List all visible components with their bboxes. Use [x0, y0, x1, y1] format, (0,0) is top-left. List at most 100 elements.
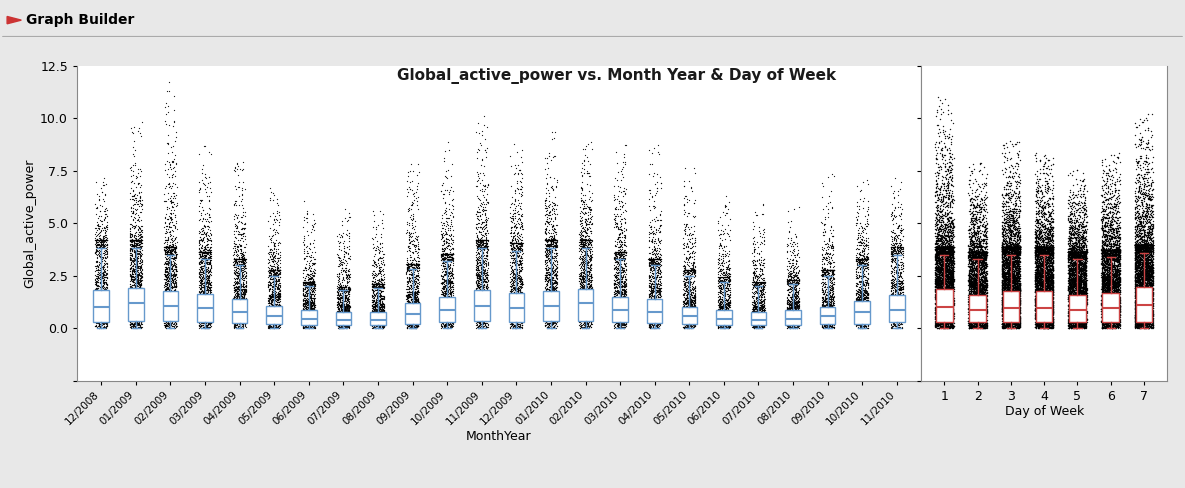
Point — [124, 152, 143, 160]
Point — [1095, 323, 1114, 330]
Point — [935, 310, 954, 318]
Point — [937, 167, 956, 175]
Point — [1144, 245, 1162, 253]
Point — [940, 235, 959, 243]
Point — [1004, 280, 1023, 288]
Point — [942, 286, 961, 294]
Point — [822, 324, 841, 331]
Point — [609, 264, 628, 272]
Point — [467, 281, 486, 288]
Point — [1106, 303, 1125, 310]
Point — [1129, 306, 1148, 314]
Point — [536, 204, 555, 212]
Point — [473, 238, 492, 245]
Point — [1107, 246, 1126, 254]
Point — [614, 289, 633, 297]
Point — [1071, 260, 1090, 267]
Point — [1001, 297, 1020, 305]
Point — [1008, 290, 1027, 298]
Point — [1109, 292, 1128, 300]
Point — [787, 288, 806, 296]
Point — [570, 261, 589, 269]
Point — [782, 315, 801, 323]
Point — [890, 308, 909, 316]
Point — [1042, 232, 1061, 240]
Point — [512, 245, 531, 253]
Point — [95, 232, 114, 240]
Point — [470, 324, 489, 332]
Point — [853, 262, 872, 270]
Point — [995, 268, 1014, 276]
Point — [1008, 299, 1027, 306]
Point — [893, 264, 912, 271]
Point — [543, 252, 562, 260]
Point — [123, 272, 142, 280]
Point — [228, 303, 246, 311]
Point — [478, 273, 497, 281]
Point — [781, 280, 800, 287]
Point — [1108, 307, 1127, 315]
Point — [930, 290, 949, 298]
Point — [1029, 263, 1048, 271]
Point — [934, 324, 953, 332]
Point — [1142, 227, 1161, 235]
Point — [889, 323, 908, 331]
Point — [1042, 259, 1061, 266]
Point — [228, 283, 246, 290]
Point — [1035, 279, 1053, 286]
Point — [606, 248, 624, 256]
Point — [822, 203, 841, 211]
Point — [1100, 237, 1119, 244]
Point — [193, 310, 212, 318]
Point — [405, 273, 424, 281]
Point — [1030, 312, 1049, 320]
Point — [1001, 244, 1020, 251]
Point — [1059, 248, 1078, 256]
Point — [130, 243, 149, 251]
Point — [1126, 303, 1145, 311]
Point — [403, 317, 422, 325]
Point — [1100, 312, 1119, 320]
Point — [1141, 207, 1160, 215]
Point — [1074, 190, 1093, 198]
Point — [1031, 246, 1050, 254]
Point — [1062, 324, 1081, 332]
Point — [1026, 285, 1045, 293]
Point — [973, 315, 992, 323]
Point — [856, 291, 875, 299]
Point — [967, 248, 986, 256]
Point — [960, 257, 979, 264]
Point — [1068, 229, 1087, 237]
Point — [939, 180, 957, 187]
Point — [1130, 244, 1149, 252]
Point — [1129, 242, 1148, 249]
Point — [961, 216, 980, 224]
Point — [886, 298, 905, 305]
Point — [961, 267, 980, 275]
Point — [715, 306, 734, 314]
Point — [1010, 244, 1029, 251]
Point — [161, 264, 180, 271]
Point — [960, 252, 979, 260]
Point — [127, 299, 146, 306]
Point — [784, 276, 803, 284]
Point — [1032, 300, 1051, 307]
Point — [971, 290, 989, 298]
Point — [858, 309, 877, 317]
Point — [399, 274, 418, 282]
Point — [95, 288, 114, 296]
Point — [961, 274, 980, 282]
Point — [966, 284, 985, 292]
Point — [616, 295, 635, 303]
Point — [782, 318, 801, 326]
Point — [402, 271, 421, 279]
Point — [847, 295, 866, 303]
Point — [1141, 263, 1160, 270]
Point — [784, 291, 803, 299]
Point — [820, 298, 839, 305]
Point — [1107, 248, 1126, 256]
Point — [851, 187, 870, 195]
Point — [1000, 249, 1019, 257]
Point — [165, 275, 184, 283]
Point — [1066, 248, 1085, 256]
